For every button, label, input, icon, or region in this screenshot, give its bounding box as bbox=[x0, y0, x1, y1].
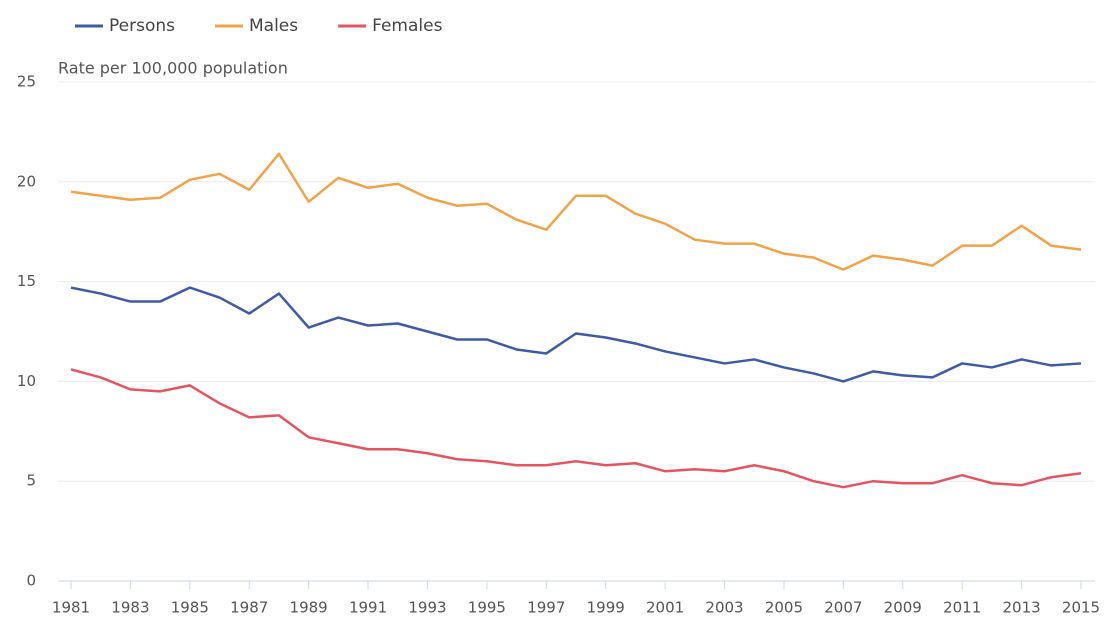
x-tick-label: 1987 bbox=[230, 599, 268, 617]
x-tick-label: 2009 bbox=[884, 599, 922, 617]
series-line bbox=[70, 286, 1082, 383]
x-tick-label: 1985 bbox=[171, 599, 209, 617]
x-tick-label: 2015 bbox=[1062, 599, 1100, 617]
x-tick-label: 1981 bbox=[52, 599, 90, 617]
x-tick-label: 1997 bbox=[527, 599, 565, 617]
y-tick-label: 10 bbox=[17, 372, 36, 390]
y-tick-label: 20 bbox=[17, 172, 36, 190]
x-tick-label: 2005 bbox=[765, 599, 803, 617]
y-tick-label: 15 bbox=[17, 272, 36, 290]
x-tick-label: 2007 bbox=[824, 599, 862, 617]
legend-label: Females bbox=[372, 16, 442, 36]
y-axis-label: Rate per 100,000 population bbox=[58, 59, 288, 78]
x-tick-label: 1993 bbox=[408, 599, 446, 617]
x-tick-label: 1983 bbox=[111, 599, 149, 617]
legend-label: Males bbox=[249, 16, 298, 36]
x-tick-label: 1995 bbox=[468, 599, 506, 617]
legend-label: Persons bbox=[109, 16, 175, 36]
x-tick-label: 2001 bbox=[646, 599, 684, 617]
x-tick-label: 2013 bbox=[1002, 599, 1040, 617]
x-tick-label: 1999 bbox=[587, 599, 625, 617]
series-line bbox=[70, 368, 1082, 489]
x-tick-label: 1989 bbox=[290, 599, 328, 617]
x-tick-label: 2003 bbox=[705, 599, 743, 617]
y-tick-label: 25 bbox=[17, 73, 36, 91]
series-line bbox=[70, 152, 1082, 271]
y-tick-label: 0 bbox=[26, 572, 36, 590]
y-tick-label: 5 bbox=[26, 472, 36, 490]
x-tick-label: 1991 bbox=[349, 599, 387, 617]
x-tick-label: 2011 bbox=[943, 599, 981, 617]
legend: Persons Males Females bbox=[75, 16, 443, 36]
